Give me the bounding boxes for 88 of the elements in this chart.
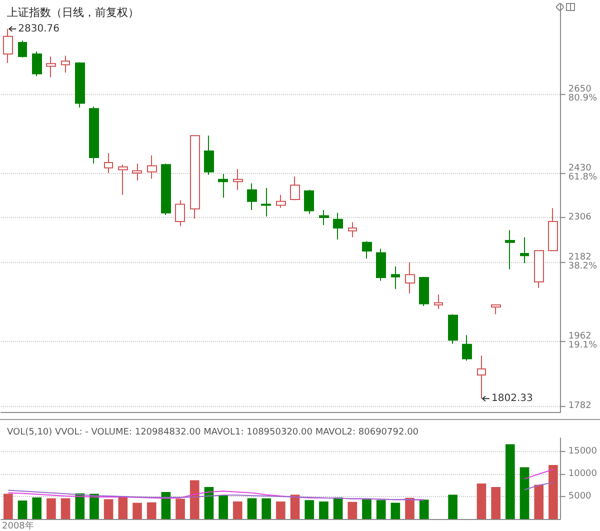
bar [448,494,458,519]
candlestick [218,174,228,198]
candlestick [534,250,544,288]
bar [18,500,28,519]
annotation: 2830.76 [18,23,60,34]
bar [333,497,343,519]
candlestick [247,182,257,210]
bar [176,498,185,519]
candlestick [118,164,128,196]
bar [146,502,156,519]
candlestick [548,208,558,252]
annotation: 1802.33 [492,393,533,404]
candlestick [46,56,56,78]
bar [118,496,128,519]
candlestick [434,294,443,310]
y-tick-label: 1962 19.1% [568,332,598,351]
bar [491,487,500,519]
bar [534,484,544,519]
candlestick [190,135,200,220]
bar [319,501,328,519]
candlestick [405,262,415,294]
candlestick [261,188,271,217]
candlestick [448,314,458,344]
bar [262,498,272,519]
candlestick [304,189,314,214]
bar [46,498,56,519]
candlestick [348,222,357,238]
candlestick [32,50,42,77]
y-tick-label: 2182 38.2% [568,252,598,272]
bar [60,498,70,519]
candlestick [61,55,70,74]
y-tick-label: 2430 61.8% [568,163,598,182]
bar [548,465,558,519]
candlestick [391,266,400,290]
candlestick [276,194,286,208]
bar [520,467,530,519]
bar [304,500,314,519]
bar [506,444,515,519]
bar [90,494,99,519]
bar [247,498,257,519]
bar [348,502,358,519]
candlestick [333,212,343,240]
y-tick-label: 10000 [568,469,598,479]
y-tick-label: 15000 [568,446,598,456]
bar [32,497,42,519]
bar [276,501,286,519]
bar [161,492,171,519]
bar [362,499,372,519]
chart-title: VOL(5,10) VVOL: - VOLUME: 120984832.00 MAVOL1: 108950320.00 MAVOL2: 80690792.00 [7,428,419,438]
bar [4,494,13,519]
bar [376,500,386,519]
candlestick [319,209,329,226]
candlestick [290,176,300,201]
candlestick [505,230,515,270]
candlestick [233,168,243,190]
candlestick [491,304,501,315]
bar [405,498,414,519]
text: 2008年 [2,520,34,531]
y-tick-label: 2306 [568,212,592,223]
bar [232,501,242,519]
bar [476,483,486,519]
y-tick-label: 2650 80.9% [568,84,598,104]
candlestick [419,276,429,306]
bar [218,495,228,519]
bar [390,502,400,519]
candlestick [104,152,113,174]
chart-title: 上证指数（日线，前复权） [7,6,139,19]
bar [204,487,214,519]
candlestick [362,240,372,260]
candlestick [18,40,27,58]
candlestick [204,135,214,176]
candlestick [520,236,529,264]
bar [132,502,142,519]
candlestick [462,334,472,362]
bar [75,493,85,519]
bar [190,480,200,519]
bar [104,499,114,519]
y-tick-label: 5000 [568,492,592,502]
candlestick [89,106,99,164]
candlestick [161,163,171,216]
candlestick [147,154,157,180]
candlestick [132,163,142,181]
candlestick [175,200,185,227]
bar [290,494,300,519]
candlestick [376,248,386,282]
candlestick [75,62,85,108]
y-tick-label: 1782 [568,400,592,411]
bar [419,500,429,519]
